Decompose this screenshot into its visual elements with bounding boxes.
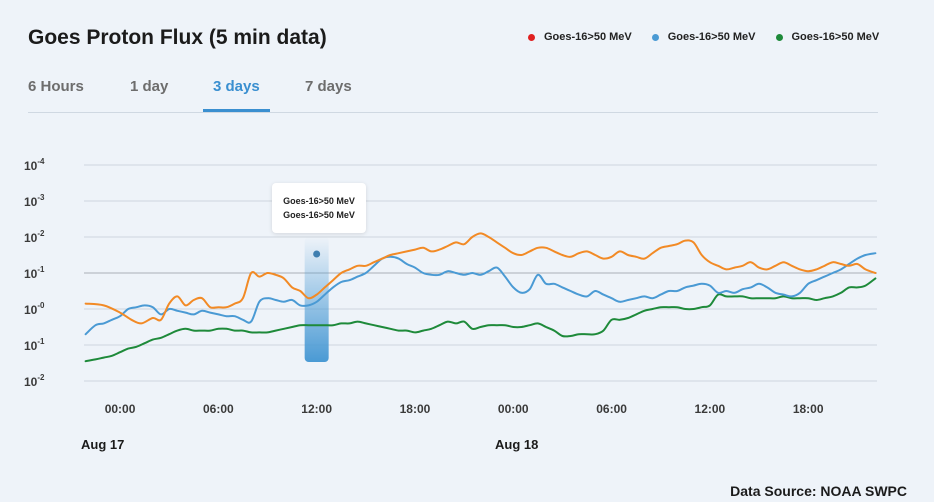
grid-lines <box>84 164 877 382</box>
y-tick-label: 10-3 <box>24 193 45 209</box>
tab-7-days[interactable]: 7 days <box>305 78 352 95</box>
x-tick-label: 00:00 <box>498 402 529 416</box>
chart-title: Goes Proton Flux (5 min data) <box>28 26 327 49</box>
x-tick-label: 00:00 <box>105 402 136 416</box>
series-lines <box>84 232 877 363</box>
tooltip: Goes-16>50 MeV Goes-16>50 MeV <box>272 183 366 233</box>
x-tick-label: 12:00 <box>695 402 726 416</box>
y-tick-label: 10-1 <box>24 337 45 353</box>
tooltip-line: Goes-16>50 MeV <box>283 196 355 206</box>
date-label-aug-17: Aug 17 <box>81 437 125 452</box>
legend-item-red[interactable]: Goes-16>50 MeV <box>528 31 632 43</box>
series-line-2 <box>84 277 877 363</box>
tab-6-hours[interactable]: 6 Hours <box>28 78 84 95</box>
tab-3-days[interactable]: 3 days <box>213 78 260 95</box>
legend-dot-icon <box>651 33 659 41</box>
x-tick-label: 06:00 <box>203 402 234 416</box>
legend-label: Goes-16>50 MeV <box>791 31 880 43</box>
y-tick-label: 10-2 <box>24 229 45 245</box>
x-tick-label: 18:00 <box>400 402 431 416</box>
series-line-0 <box>84 232 877 325</box>
active-tab-indicator <box>203 109 270 112</box>
hover-point <box>313 250 321 258</box>
legend-item-blue[interactable]: Goes-16>50 MeV <box>651 31 756 43</box>
y-axis: 10-4 10-3 10-2 10-1 10-0 10-1 10-2 <box>24 157 45 389</box>
x-tick-label: 18:00 <box>793 402 824 416</box>
tooltip-line: Goes-16>50 MeV <box>283 210 355 220</box>
x-axis: 00:00 06:00 12:00 18:00 00:00 06:00 12:00 18:00 <box>105 402 824 416</box>
y-tick-label: 10-4 <box>24 157 45 173</box>
time-range-tabs: 6 Hours 1 day 3 days 7 days <box>28 78 878 113</box>
hover-bar <box>304 237 329 362</box>
legend-label: Goes-16>50 MeV <box>667 31 756 43</box>
hover-highlight <box>304 237 329 362</box>
y-tick-label: 10-0 <box>24 301 45 317</box>
y-tick-label: 10-2 <box>24 373 45 389</box>
date-label-aug-18: Aug 18 <box>495 437 539 452</box>
legend-label: Goes-16>50 MeV <box>544 31 632 43</box>
legend-dot-icon <box>775 33 783 41</box>
data-source: Data Source: NOAA SWPC <box>730 483 907 499</box>
tab-1-day[interactable]: 1 day <box>130 78 169 95</box>
legend: Goes-16>50 MeV Goes-16>50 MeV Goes-16>50… <box>528 31 879 43</box>
y-tick-label: 10-1 <box>24 265 45 281</box>
legend-item-green[interactable]: Goes-16>50 MeV <box>775 31 880 43</box>
legend-dot-icon <box>528 33 535 41</box>
x-tick-label: 12:00 <box>301 402 332 416</box>
series-line-1 <box>84 252 877 336</box>
x-tick-label: 06:00 <box>596 402 627 416</box>
